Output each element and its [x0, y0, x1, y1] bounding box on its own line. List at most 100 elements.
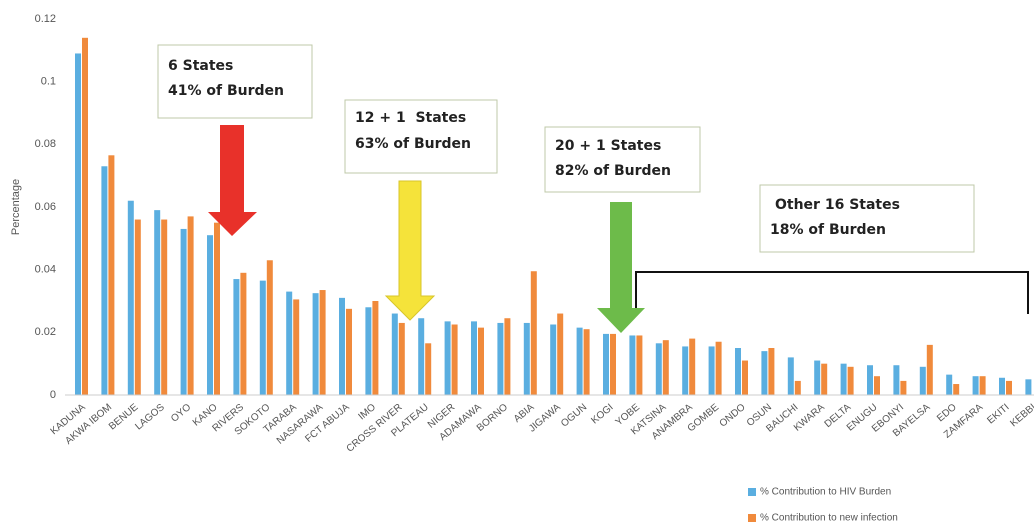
x-tick-label: ONDO [718, 402, 748, 430]
bar [180, 228, 187, 395]
bar [497, 322, 504, 395]
bar [742, 360, 748, 395]
bar [187, 216, 194, 395]
annotation-box [544, 126, 701, 193]
bar [240, 272, 247, 395]
bar [999, 377, 1005, 395]
bar [339, 297, 345, 395]
y-axis-label: Percentage [10, 179, 22, 235]
bar [794, 380, 801, 395]
legend-swatch [748, 488, 756, 496]
bar [398, 322, 405, 395]
y-tick-label: 0.04 [35, 264, 56, 276]
bar [312, 293, 319, 395]
bar [286, 291, 293, 395]
bar [735, 348, 741, 395]
bar [919, 366, 926, 395]
bar [761, 351, 768, 395]
bar [814, 360, 821, 395]
annotation-boxes [157, 44, 975, 253]
annotation-text: 6 States [168, 58, 233, 74]
bar [768, 348, 775, 395]
bar [266, 260, 273, 395]
bar [972, 376, 979, 395]
y-tick-label: 0.08 [35, 138, 56, 150]
x-tick-label: IMO [356, 402, 378, 423]
bar [207, 235, 213, 395]
bar [636, 335, 643, 395]
annotation-box [157, 44, 313, 119]
bar [821, 363, 828, 395]
bar [214, 222, 220, 395]
bar [530, 271, 537, 395]
bar [900, 380, 907, 395]
bar [293, 299, 300, 395]
bar [682, 346, 689, 395]
annotation-text: 41% of Burden [168, 83, 284, 99]
bar [504, 318, 511, 395]
bar [1025, 379, 1032, 395]
bar [108, 155, 115, 395]
bar [523, 322, 530, 395]
bar [425, 343, 432, 395]
bar [82, 37, 88, 396]
bar [610, 333, 616, 395]
bar [893, 365, 900, 395]
y-tick-label: 0.1 [41, 76, 56, 88]
legend-label: % Contribution to new infection [760, 513, 898, 524]
bar [471, 321, 477, 395]
bar [689, 338, 696, 395]
bar [847, 366, 854, 395]
arrow [597, 202, 645, 333]
x-tick-label: OYO [169, 402, 193, 425]
bar [161, 219, 168, 395]
annotation-box [344, 99, 498, 174]
arrow [208, 125, 257, 236]
x-tick-label: KEBBI [1008, 402, 1034, 429]
annotation-text: 63% of Burden [355, 136, 471, 152]
bar [629, 335, 636, 395]
bar [926, 344, 933, 395]
bar [346, 308, 352, 395]
bar [662, 340, 669, 395]
y-tick-label: 0.02 [35, 326, 56, 338]
annotation-text: 12 + 1 States [355, 110, 466, 126]
bar [418, 318, 425, 395]
bar [127, 200, 134, 395]
bar [101, 166, 108, 395]
annotation-text: 18% of Burden [770, 222, 886, 238]
bar [134, 219, 141, 395]
y-tick-label: 0.12 [35, 13, 56, 25]
bracket [635, 271, 1029, 314]
bar [655, 343, 662, 395]
annotation-text: 82% of Burden [555, 163, 671, 179]
x-tick-label: KOGI [589, 402, 615, 427]
bar [372, 301, 379, 395]
x-tick-label: OGUN [559, 402, 589, 430]
bar [319, 290, 326, 395]
bar [365, 307, 372, 395]
bar [391, 313, 398, 395]
bar [953, 384, 960, 395]
bar [979, 376, 986, 395]
bar [233, 279, 240, 395]
x-tick-label: LAGOS [133, 402, 167, 433]
y-tick-label: 0 [50, 389, 56, 401]
legend-label: % Contribution to HIV Burden [760, 487, 891, 498]
arrow [384, 180, 436, 321]
y-tick-label: 0.06 [35, 201, 56, 213]
bar [75, 53, 81, 395]
bar [557, 313, 564, 395]
x-tick-label: EKITI [985, 402, 1011, 427]
legend-swatch [748, 514, 756, 522]
bar [576, 327, 583, 395]
bar [444, 321, 451, 395]
bar [154, 210, 161, 395]
annotation-box [759, 184, 975, 253]
bar [451, 324, 458, 395]
bar [867, 365, 873, 395]
annotation-text: 20 + 1 States [555, 138, 661, 154]
bar [259, 280, 266, 395]
annotation-text: Other 16 States [775, 197, 900, 213]
